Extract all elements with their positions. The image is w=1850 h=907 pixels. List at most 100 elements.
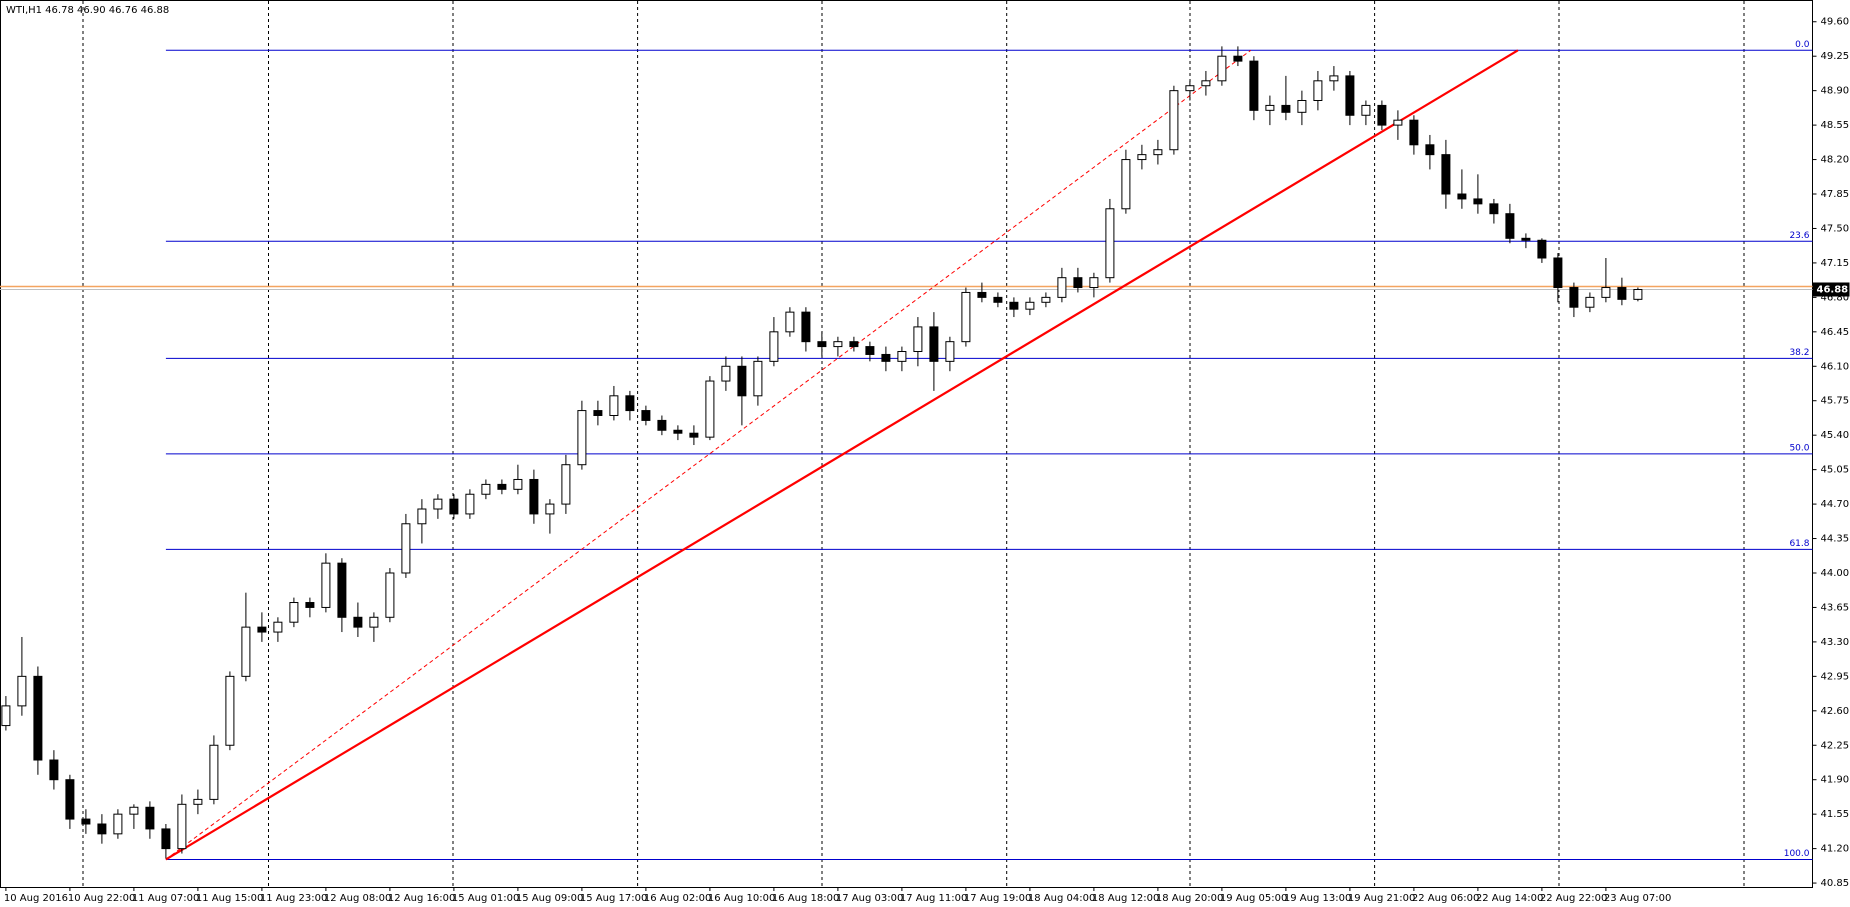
candle-body (1025, 301, 1035, 310)
candle-body (705, 380, 715, 438)
x-tick-label: 17 Aug 11:00 (900, 893, 967, 904)
candle-body (785, 311, 795, 333)
y-tick-label: 47.50 (1821, 223, 1850, 234)
candle-body (977, 291, 987, 298)
x-tick-label: 12 Aug 16:00 (388, 893, 455, 904)
y-tick-label: 46.80 (1821, 292, 1850, 303)
candle-body (1057, 277, 1067, 298)
candle-body (65, 779, 75, 820)
y-tick-label: 41.55 (1821, 809, 1850, 820)
candle-body (721, 365, 731, 382)
candle-body (353, 616, 363, 628)
candle-body (1473, 198, 1483, 205)
candle-body (449, 498, 459, 515)
x-tick-label: 18 Aug 20:00 (1156, 893, 1223, 904)
y-tick-label: 40.85 (1821, 878, 1850, 889)
candle-body (641, 410, 651, 421)
y-tick-label: 42.60 (1821, 706, 1850, 717)
candle-body (513, 478, 523, 490)
candle-body (545, 503, 555, 515)
candle-body (1217, 55, 1227, 82)
candle-body (1329, 75, 1339, 82)
x-tick-label: 10 Aug 22:00 (68, 893, 135, 904)
candle-body (113, 813, 123, 835)
y-tick-label: 48.90 (1821, 86, 1850, 97)
bid-label: 46.88 (1817, 284, 1849, 295)
y-tick-label: 47.85 (1821, 189, 1850, 200)
x-tick-label: 15 Aug 17:00 (580, 893, 647, 904)
x-tick-label: 22 Aug 06:00 (1412, 893, 1479, 904)
x-tick-label: 23 Aug 07:00 (1604, 893, 1671, 904)
candle-body (1585, 296, 1595, 308)
candle-body (817, 341, 827, 348)
candle-body (1617, 287, 1627, 300)
candle-body (369, 616, 379, 628)
candle-body (689, 432, 699, 438)
x-tick-label: 15 Aug 01:00 (452, 893, 519, 904)
candle-body (321, 562, 331, 608)
candle-body (289, 602, 299, 623)
candle-body (1313, 80, 1323, 101)
candle-body (1521, 237, 1531, 241)
y-tick-label: 46.45 (1821, 327, 1850, 338)
candle-body (833, 341, 843, 348)
candle-body (1249, 60, 1259, 111)
candle-body (737, 365, 747, 397)
candle-body (177, 803, 187, 850)
y-tick-label: 46.10 (1821, 361, 1850, 372)
y-tick-label: 44.00 (1821, 568, 1850, 579)
candle-body (753, 360, 763, 397)
candle-body (625, 395, 635, 412)
candle-body (1073, 277, 1083, 289)
candle-body (1569, 287, 1579, 308)
candle-body (1425, 144, 1435, 156)
candle-body (673, 429, 683, 434)
fibo-label: 50.0 (1789, 443, 1809, 453)
candle-body (17, 675, 27, 707)
x-tick-label: 16 Aug 10:00 (708, 893, 775, 904)
candle-body (577, 410, 587, 466)
candle-body (1265, 104, 1275, 111)
y-tick-label: 45.05 (1821, 465, 1850, 476)
candle-body (417, 508, 427, 525)
x-tick-label: 16 Aug 18:00 (772, 893, 839, 904)
candle-body (993, 296, 1003, 303)
candle-body (1009, 301, 1019, 310)
candle-body (929, 326, 939, 362)
candle-body (657, 419, 667, 431)
candle-body (33, 675, 43, 761)
candle-body (385, 572, 395, 618)
candle-body (1201, 80, 1211, 87)
candle-body (945, 341, 955, 362)
trendline (165, 49, 1519, 861)
candle-body (273, 621, 283, 633)
candle-body (609, 395, 619, 416)
x-tick-label: 22 Aug 22:00 (1540, 893, 1607, 904)
candle-body (1281, 104, 1291, 113)
y-tick-label: 49.60 (1821, 17, 1850, 28)
candle-body (209, 744, 219, 800)
candle-body (1409, 119, 1419, 146)
candle-body (1393, 119, 1403, 126)
bid-marker (1812, 282, 1850, 297)
plot-frame (0, 0, 1813, 888)
x-tick-label: 17 Aug 03:00 (836, 893, 903, 904)
x-tick-label: 19 Aug 13:00 (1284, 893, 1351, 904)
x-tick-label: 11 Aug 15:00 (196, 893, 263, 904)
candle-body (1233, 55, 1243, 62)
candle-body (1121, 159, 1131, 210)
y-tick-label: 42.95 (1821, 671, 1850, 682)
candle-body (1345, 75, 1355, 116)
candle-body (193, 798, 203, 805)
candle-body (1553, 257, 1563, 289)
candle-body (1457, 193, 1467, 200)
candle-body (481, 483, 491, 495)
y-tick-label: 44.35 (1821, 534, 1850, 545)
candle-body (1633, 288, 1643, 300)
x-tick-label: 12 Aug 08:00 (324, 893, 391, 904)
x-tick-label: 18 Aug 04:00 (1028, 893, 1095, 904)
candle-body (97, 823, 107, 835)
fibo-label: 61.8 (1789, 539, 1809, 549)
candle-body (1537, 239, 1547, 259)
